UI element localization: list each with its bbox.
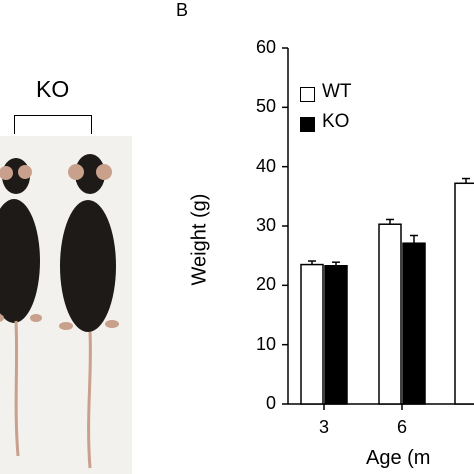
legend-swatch-ko (300, 117, 315, 132)
x-axis-label: Age (m (366, 447, 431, 469)
y-tick-label: 40 (255, 155, 276, 176)
x-tick-label: 3 (319, 417, 330, 437)
y-tick-label: 60 (255, 37, 276, 57)
y-tick-label: 50 (255, 96, 276, 117)
panel-letter: B (176, 0, 189, 20)
legend-swatch-wt (300, 87, 315, 102)
mouse-photo-drawing (0, 154, 119, 469)
bar-wt-1 (454, 182, 474, 405)
y-tick-label: 20 (255, 274, 276, 295)
bar-wt-3 (300, 263, 324, 405)
legend-label-ko: KO (322, 111, 350, 132)
legend-label-wt: WT (322, 81, 352, 102)
mouse-photo (0, 136, 132, 474)
mouse-left (0, 158, 42, 457)
group-label-ko: KO (36, 76, 70, 102)
bar-ko-3 (324, 265, 348, 405)
bar-wt-6 (378, 223, 402, 405)
mouse-right (59, 154, 119, 469)
y-tick-label: 0 (265, 393, 276, 413)
x-tick-label: 6 (397, 417, 408, 437)
bar-ko-6 (402, 242, 426, 405)
y-axis-label: Weight (g) (188, 193, 211, 286)
y-tick-label: 30 (255, 215, 276, 235)
y-tick-label: 10 (255, 333, 276, 354)
group-bracket (14, 115, 92, 134)
